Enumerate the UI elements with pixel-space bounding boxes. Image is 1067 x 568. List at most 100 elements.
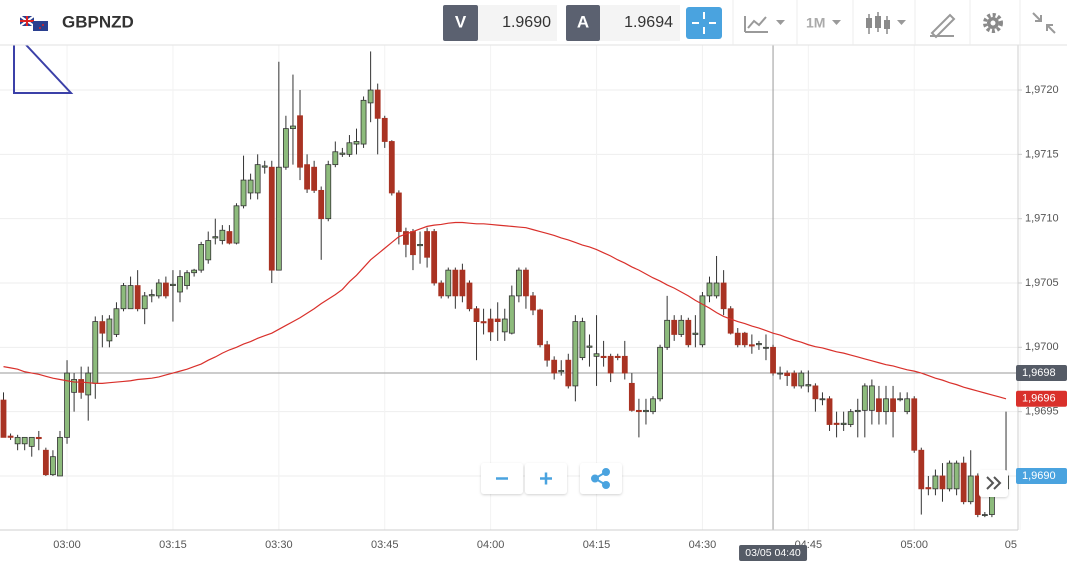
settings-icon[interactable] bbox=[983, 13, 1003, 33]
drawn-triangle[interactable] bbox=[13, 29, 74, 94]
share-icon bbox=[591, 468, 610, 489]
candle-body bbox=[233, 205, 240, 244]
candle-body bbox=[897, 398, 904, 401]
candle-body bbox=[861, 385, 868, 411]
candle-body bbox=[226, 231, 233, 244]
candle-body bbox=[911, 398, 918, 451]
plus-icon bbox=[540, 472, 552, 485]
candle-body bbox=[134, 285, 141, 310]
candle-body bbox=[64, 372, 70, 438]
zoom-controls bbox=[481, 463, 1008, 497]
candle-body bbox=[268, 166, 275, 271]
candle-body bbox=[35, 436, 42, 440]
candle-body bbox=[544, 344, 551, 361]
candle-body bbox=[847, 411, 854, 425]
draw-icon[interactable] bbox=[930, 13, 956, 39]
candle-body bbox=[523, 269, 529, 297]
candle-body bbox=[275, 166, 282, 271]
x-tick-label: 04:30 bbox=[689, 539, 717, 551]
candle-body bbox=[0, 399, 7, 438]
candle-body bbox=[473, 308, 480, 322]
candle-body bbox=[741, 332, 748, 346]
candle-body bbox=[198, 244, 205, 271]
candle-body bbox=[282, 128, 289, 168]
collapse-icon[interactable] bbox=[1032, 12, 1056, 34]
candle-body bbox=[494, 318, 501, 322]
ask-button[interactable] bbox=[566, 5, 600, 41]
candle-body bbox=[586, 345, 593, 348]
candle-body bbox=[756, 343, 762, 346]
candle-body bbox=[777, 372, 783, 375]
candle-body bbox=[395, 192, 402, 232]
candle-body bbox=[890, 398, 896, 413]
candle-body bbox=[508, 295, 515, 334]
candle-body bbox=[353, 141, 360, 145]
x-tick-label: 04:00 bbox=[477, 539, 505, 551]
candle-body bbox=[939, 475, 946, 490]
candle-body bbox=[628, 382, 635, 411]
candle-body bbox=[671, 319, 678, 335]
ask-box bbox=[600, 5, 680, 41]
candle-body bbox=[854, 409, 861, 413]
toolbar: GBPNZD V 1.9690 A 1.9694 1M bbox=[0, 0, 1067, 46]
crosshair-button[interactable] bbox=[686, 7, 722, 39]
candle-body bbox=[410, 231, 416, 256]
candle-body bbox=[643, 409, 649, 413]
candle-body bbox=[424, 231, 431, 258]
candle-body bbox=[748, 344, 755, 347]
candle-body bbox=[417, 244, 423, 247]
candle-body bbox=[876, 398, 882, 413]
candle-body bbox=[205, 240, 212, 261]
candle-body bbox=[332, 151, 339, 166]
bid-price: 1.9690 bbox=[502, 14, 551, 31]
candle-body bbox=[148, 294, 155, 297]
dropdown-arrow bbox=[897, 20, 906, 25]
candle-body bbox=[261, 165, 268, 168]
ask-price: 1.9694 bbox=[624, 14, 673, 31]
candle-body bbox=[692, 332, 699, 335]
share-button[interactable] bbox=[580, 463, 622, 494]
candle-body bbox=[537, 309, 543, 346]
candle-body bbox=[607, 355, 614, 374]
candle-body bbox=[141, 295, 148, 310]
bid-box bbox=[478, 5, 557, 41]
candle-body bbox=[184, 272, 190, 286]
chart-type-icon[interactable] bbox=[744, 16, 768, 33]
crosshair-time-label: 03/05 04:40 bbox=[745, 547, 801, 559]
candle-body bbox=[664, 319, 671, 348]
candle-body bbox=[784, 372, 791, 377]
candle-body bbox=[438, 282, 445, 297]
axes: 1,9690 1,9695 1,9700 1,9705 1,9710 1,9715 1,97… bbox=[53, 84, 1067, 561]
x-tick-label: 03:30 bbox=[265, 539, 293, 551]
candle-body bbox=[918, 449, 925, 490]
bid-button[interactable] bbox=[443, 5, 478, 41]
candle-body bbox=[734, 332, 741, 346]
candle-body bbox=[720, 282, 727, 310]
ma-value-label: 1,9696 bbox=[1022, 393, 1056, 405]
candle-body bbox=[953, 462, 960, 490]
moving-average bbox=[3, 221, 1007, 400]
dropdown-arrow bbox=[776, 20, 785, 25]
candle-body bbox=[14, 436, 21, 445]
timeframe[interactable]: 1M bbox=[806, 15, 825, 31]
candle-body bbox=[579, 321, 586, 359]
crosshair-time-bg bbox=[739, 545, 808, 561]
candle-body bbox=[593, 353, 600, 357]
candle-body bbox=[636, 409, 642, 413]
x-tick-label: 04:15 bbox=[583, 539, 611, 551]
candle-body bbox=[113, 308, 120, 335]
candle-body bbox=[452, 269, 459, 297]
candle-body bbox=[819, 398, 826, 401]
candle-body bbox=[170, 283, 176, 286]
candle-body bbox=[812, 385, 819, 400]
plot-area bbox=[0, 45, 1018, 530]
candle-body bbox=[967, 475, 974, 503]
candle-body bbox=[600, 355, 607, 359]
candle-body bbox=[50, 456, 56, 476]
candle-body bbox=[21, 436, 28, 445]
candle-body bbox=[770, 346, 776, 374]
candle-body bbox=[551, 359, 558, 374]
candle-body bbox=[925, 487, 932, 490]
